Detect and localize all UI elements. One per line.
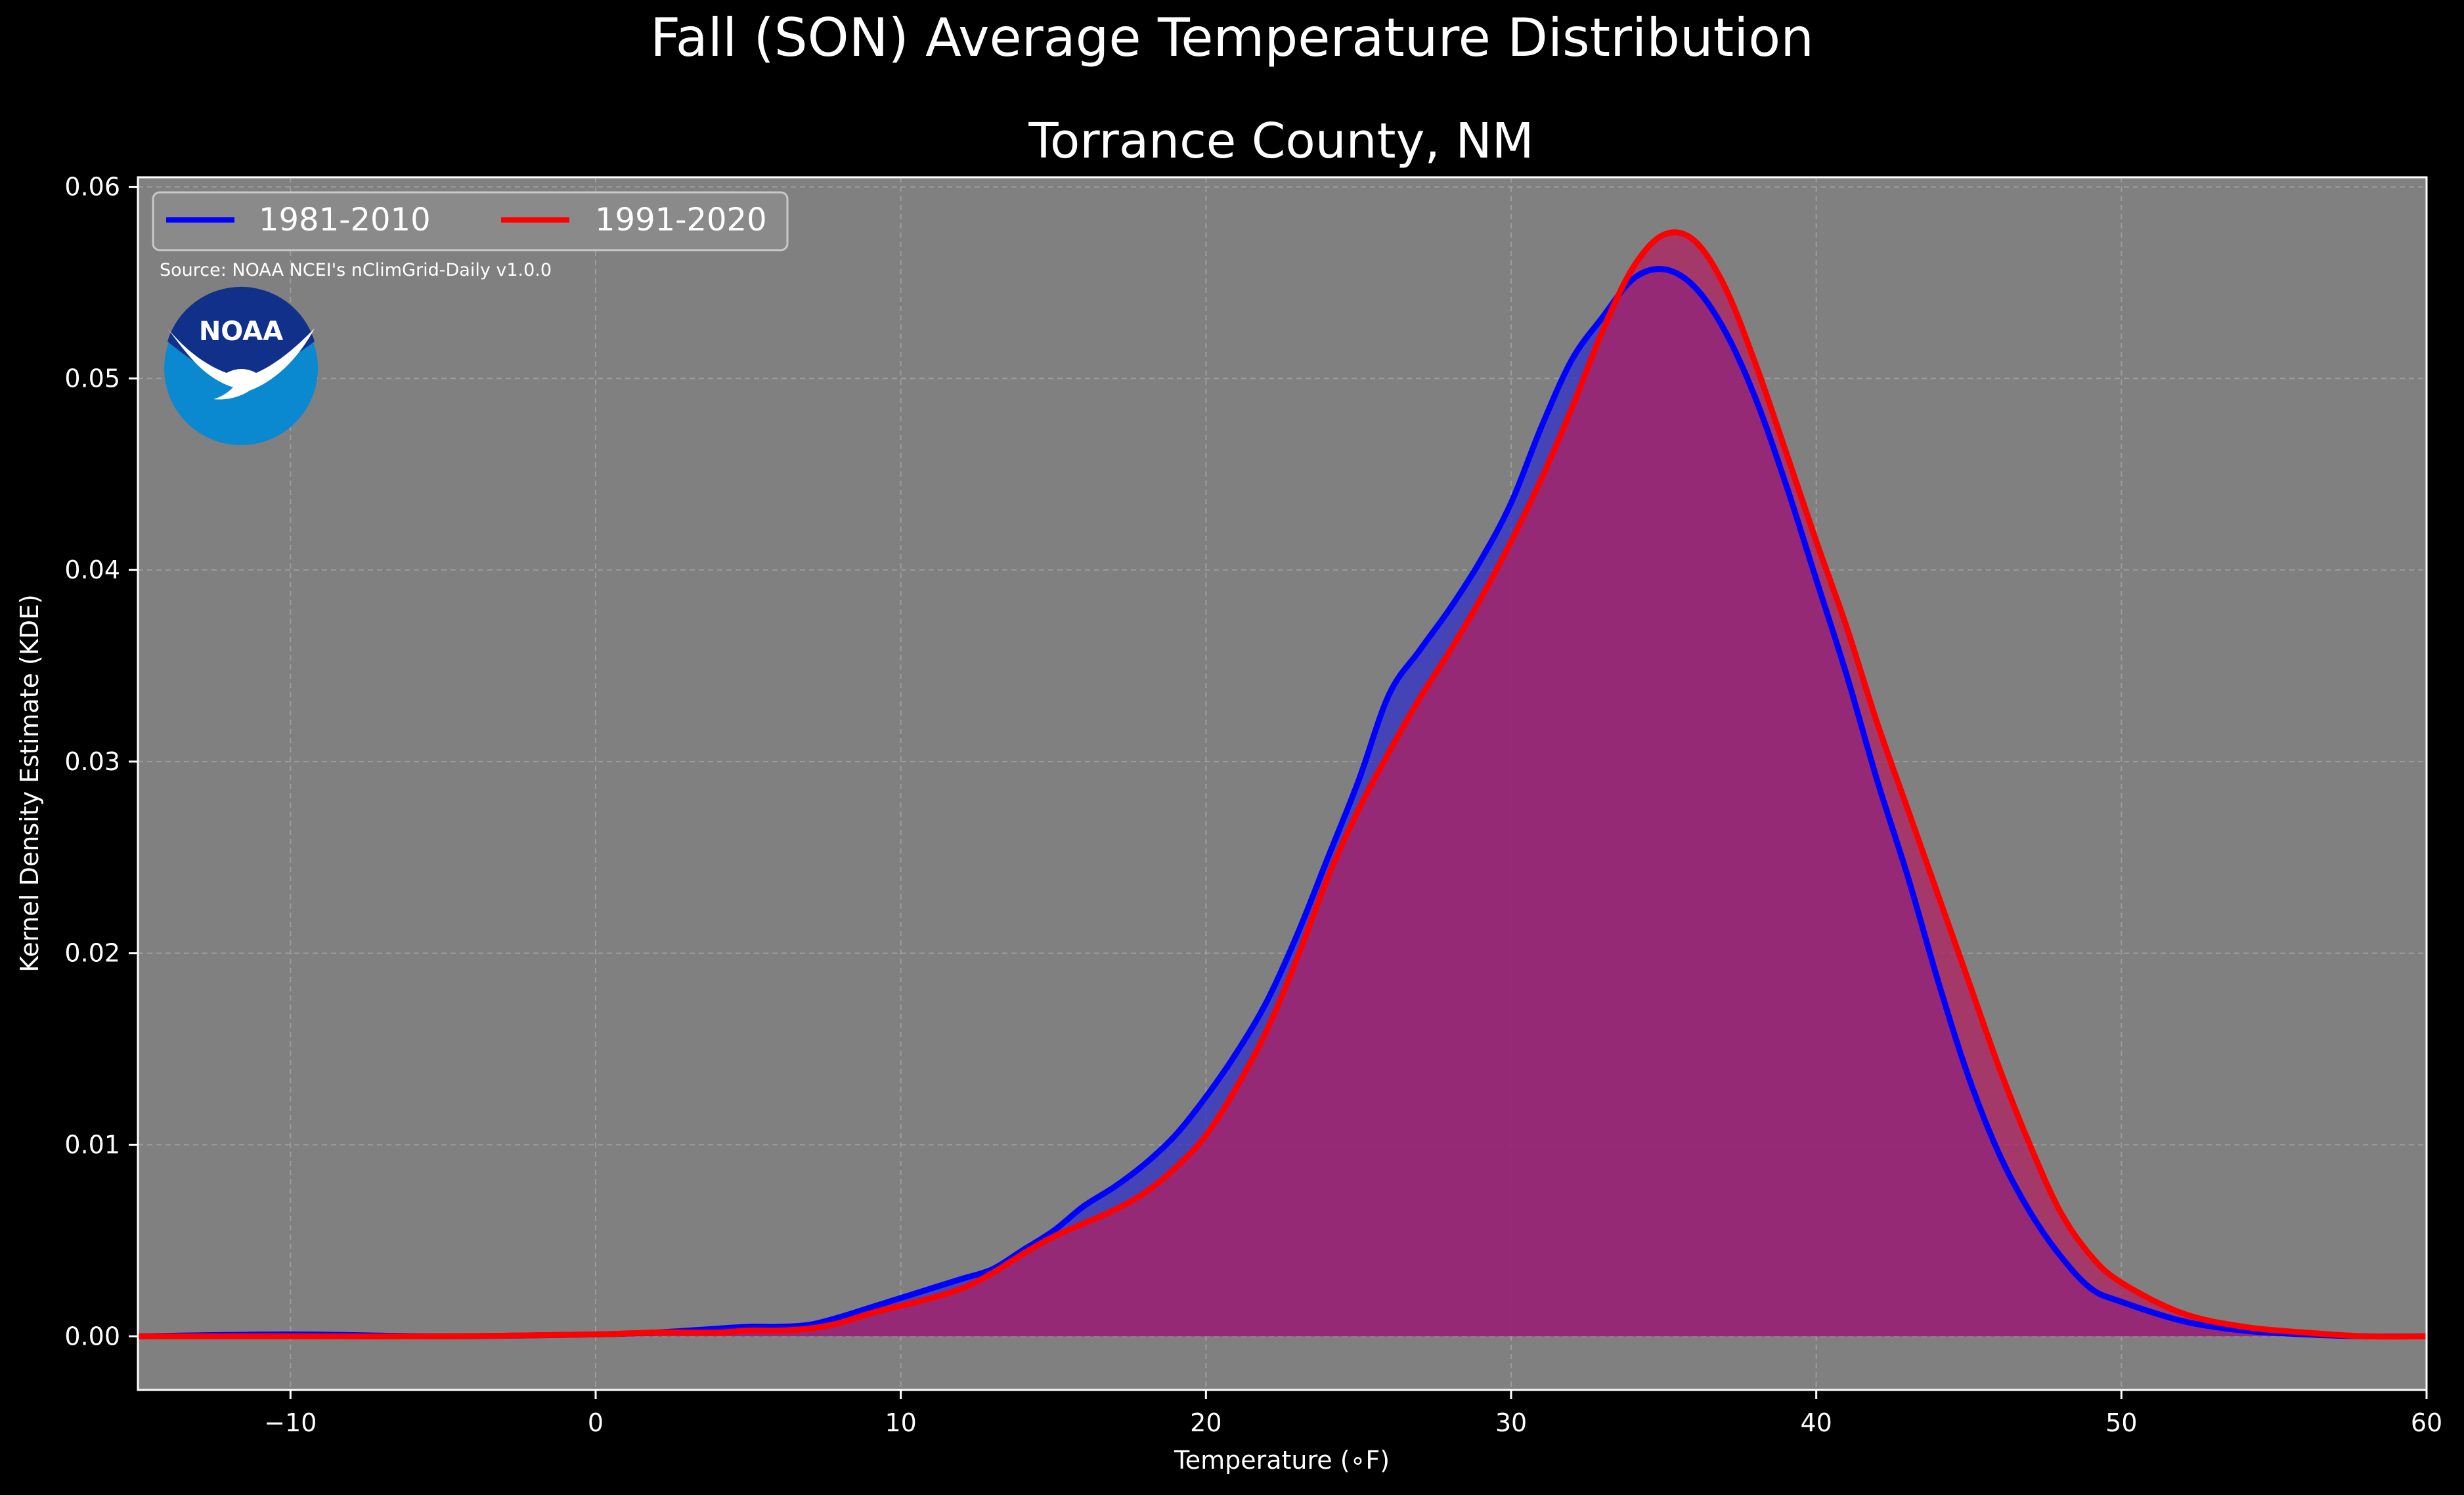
x-tick-label: 20: [1190, 1408, 1221, 1437]
x-tick-label: 0: [588, 1408, 604, 1437]
noaa-logo-upper: [167, 286, 315, 381]
y-tick-label: 0.01: [64, 1131, 120, 1159]
series-line-1981-2010: [137, 266, 2427, 1340]
x-axis: −10 0 10 20 30 40 50 60: [264, 1390, 2442, 1437]
legend: 1981-2010 1991-2020: [152, 191, 789, 251]
x-tick-label: 10: [885, 1408, 916, 1437]
x-tick-label: 40: [1800, 1408, 1832, 1437]
legend-label-1991-2020: 1991-2020: [595, 202, 767, 238]
series-area-1991-2020: [138, 232, 2427, 1337]
y-tick-label: 0.04: [64, 555, 120, 584]
x-axis-label: Temperature (∘F): [1174, 1446, 1390, 1475]
legend-box: [152, 191, 789, 251]
x-tick-label: 30: [1495, 1408, 1527, 1437]
noaa-logo: NOAA: [164, 286, 318, 445]
legend-label-1981-2010: 1981-2010: [259, 202, 431, 238]
plot-frame: [137, 176, 2428, 1391]
y-tick-label: 0.02: [64, 939, 120, 968]
chart-title: Fall (SON) Average Temperature Distribut…: [650, 7, 1814, 68]
source-note: Source: NOAA NCEI's nClimGrid-Daily v1.0…: [160, 260, 552, 280]
x-tick-label: −10: [264, 1408, 317, 1437]
x-tick-label: 60: [2411, 1408, 2442, 1437]
noaa-logo-text: NOAA: [199, 316, 283, 347]
y-tick-label: 0.06: [64, 173, 120, 202]
y-axis: 0.00 0.01 0.02 0.03 0.04 0.05 0.06: [64, 173, 138, 1351]
y-tick-label: 0.03: [64, 747, 120, 776]
y-tick-label: 0.00: [64, 1322, 120, 1351]
x-tick-label: 50: [2105, 1408, 2137, 1437]
series-line-1991-2020: [138, 229, 2427, 1340]
chart-subtitle: Torrance County, NM: [1028, 113, 1533, 169]
y-tick-label: 0.05: [64, 364, 120, 393]
noaa-logo-bird: [167, 328, 315, 400]
series-layer: [137, 229, 2427, 1340]
y-axis-label: Kernel Density Estimate (KDE): [15, 594, 44, 972]
